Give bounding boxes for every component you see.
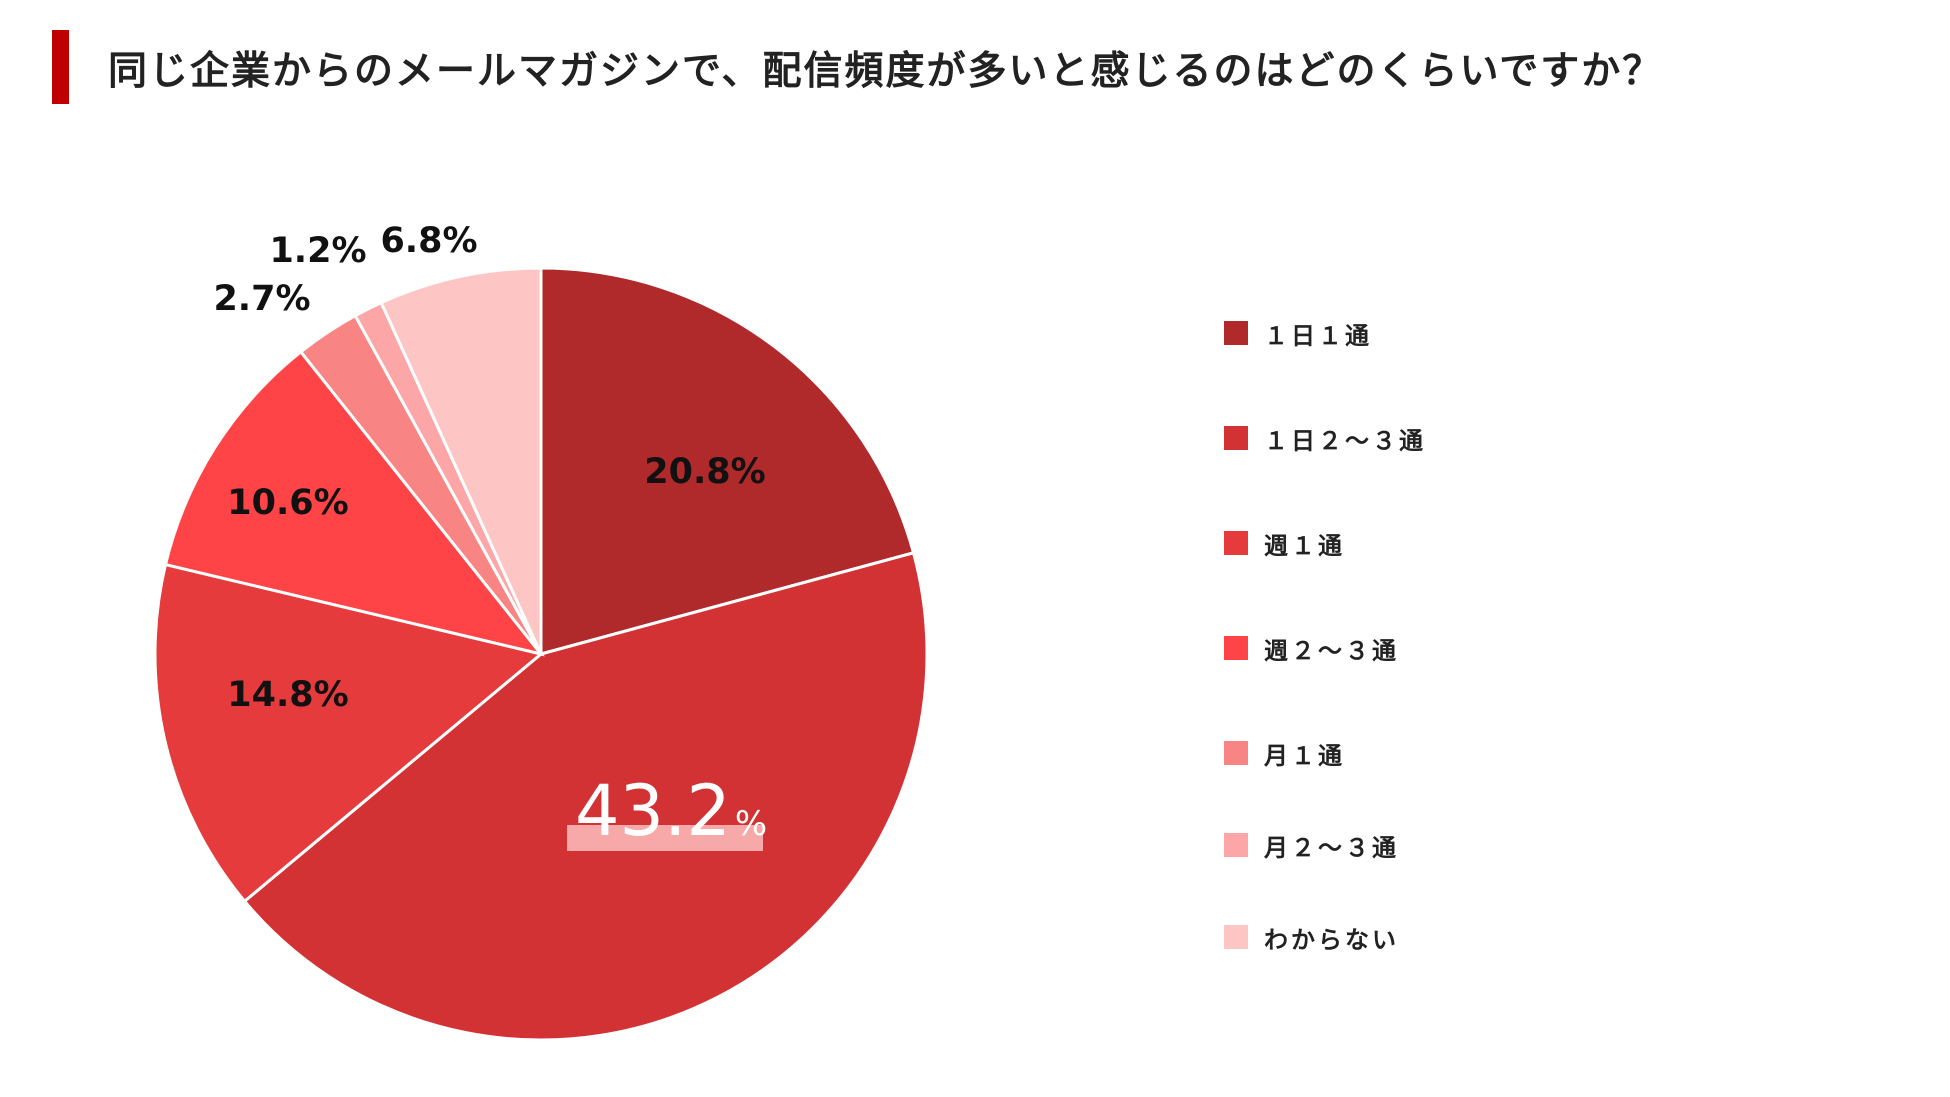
legend-item: １日１通 <box>1224 318 1372 350</box>
legend-swatch <box>1224 833 1248 857</box>
legend-swatch <box>1224 925 1248 949</box>
pie-slice <box>163 349 545 657</box>
pie-slice <box>379 266 543 655</box>
pie-slice <box>242 550 929 1042</box>
pie-slice <box>153 562 545 904</box>
legend-label: 週２～３通 <box>1264 636 1399 665</box>
pie-slices <box>153 266 929 1042</box>
slice-label-main: 43.2% <box>575 770 767 852</box>
pie-slice <box>539 266 916 656</box>
legend-label: わからない <box>1264 925 1399 954</box>
slice-label: 6.8% <box>380 221 477 261</box>
pie-labels: 20.8% 43.2 % 14.8% 10.6% 2.7% 1.2% 6.8% <box>213 221 767 852</box>
legend-swatch <box>1224 531 1248 555</box>
legend-label: 月１通 <box>1264 741 1345 770</box>
legend-label: 週１通 <box>1264 531 1345 560</box>
slice-label: 10.6% <box>227 483 348 523</box>
legend-label: 月２～３通 <box>1264 833 1399 862</box>
slice-label: 1.2% <box>269 231 366 271</box>
legend-item: 週２～３通 <box>1224 633 1399 665</box>
slice-label: 14.8% <box>227 675 348 715</box>
legend-swatch <box>1224 426 1248 450</box>
chart-title: 同じ企業からのメールマガジンで、配信頻度が多いと感じるのはどのくらいですか？ <box>108 49 1664 94</box>
legend-item: １日２～３通 <box>1224 423 1426 455</box>
legend-swatch <box>1224 636 1248 660</box>
legend-swatch <box>1224 741 1248 765</box>
legend-label: １日２～３通 <box>1264 426 1426 455</box>
slice-label: 20.8% <box>644 452 765 492</box>
legend-swatch <box>1224 321 1248 345</box>
slice-label: 2.7% <box>213 279 310 319</box>
title-accent-bar <box>52 30 69 104</box>
legend-item: 月１通 <box>1224 738 1345 770</box>
legend-item: 月２～３通 <box>1224 830 1399 862</box>
legend-item: わからない <box>1224 922 1399 954</box>
legend-label: １日１通 <box>1264 321 1372 350</box>
highlight-band <box>567 825 763 851</box>
slice-label-main-unit: % <box>735 804 767 844</box>
legend-item: 週１通 <box>1224 528 1345 560</box>
slice-label-main-number: 43.2 <box>575 770 731 852</box>
